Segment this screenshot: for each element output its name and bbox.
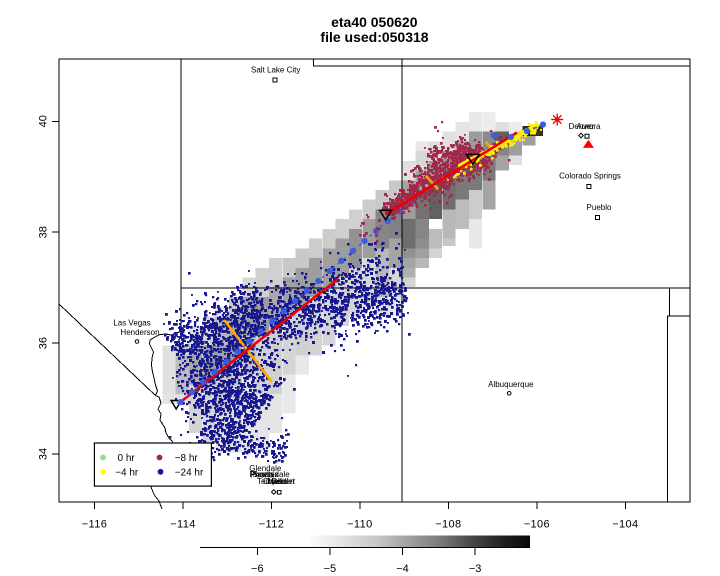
svg-text:Tempe: Tempe [257, 477, 282, 486]
svg-text:Gilbert: Gilbert [271, 477, 295, 486]
svg-text:Mesa: Mesa [267, 477, 287, 486]
svg-text:Glendale: Glendale [249, 464, 282, 473]
svg-text:−112: −112 [259, 519, 285, 531]
svg-text:Las Vegas: Las Vegas [113, 319, 150, 328]
svg-text:−4 hr: −4 hr [115, 468, 139, 479]
svg-text:−106: −106 [524, 519, 550, 531]
svg-text:−8 hr: −8 hr [175, 453, 199, 464]
svg-text:36: 36 [38, 337, 50, 349]
svg-text:−4: −4 [396, 563, 409, 575]
svg-text:40: 40 [38, 115, 50, 127]
svg-text:Denver: Denver [569, 122, 595, 131]
svg-text:−3: −3 [469, 563, 482, 575]
svg-text:Salt Lake City: Salt Lake City [251, 65, 300, 74]
svg-text:Peoria: Peoria [250, 470, 274, 479]
svg-text:34: 34 [38, 448, 50, 460]
svg-text:−104: −104 [612, 519, 638, 531]
svg-text:0 hr: 0 hr [118, 453, 136, 464]
svg-text:Scottsdale: Scottsdale [252, 470, 290, 479]
svg-text:−108: −108 [435, 519, 461, 531]
svg-text:−110: −110 [347, 519, 373, 531]
svg-text:−114: −114 [170, 519, 196, 531]
svg-text:Henderson: Henderson [120, 328, 159, 337]
svg-text:Albuquerque: Albuquerque [488, 380, 534, 389]
svg-text:−24 hr: −24 hr [175, 468, 204, 479]
svg-text:Colorado Springs: Colorado Springs [559, 172, 621, 181]
svg-text:Pueblo: Pueblo [587, 203, 612, 212]
svg-text:Phoenix: Phoenix [250, 470, 279, 479]
svg-text:−6: −6 [251, 563, 264, 575]
svg-text:−5: −5 [324, 563, 337, 575]
svg-text:eta40 050620: eta40 050620 [331, 14, 418, 30]
svg-text:file used:050318: file used:050318 [320, 29, 428, 45]
svg-text:Aurora: Aurora [576, 122, 601, 131]
svg-text:−116: −116 [82, 519, 108, 531]
svg-text:38: 38 [38, 226, 50, 238]
svg-text:Chandler: Chandler [263, 477, 296, 486]
